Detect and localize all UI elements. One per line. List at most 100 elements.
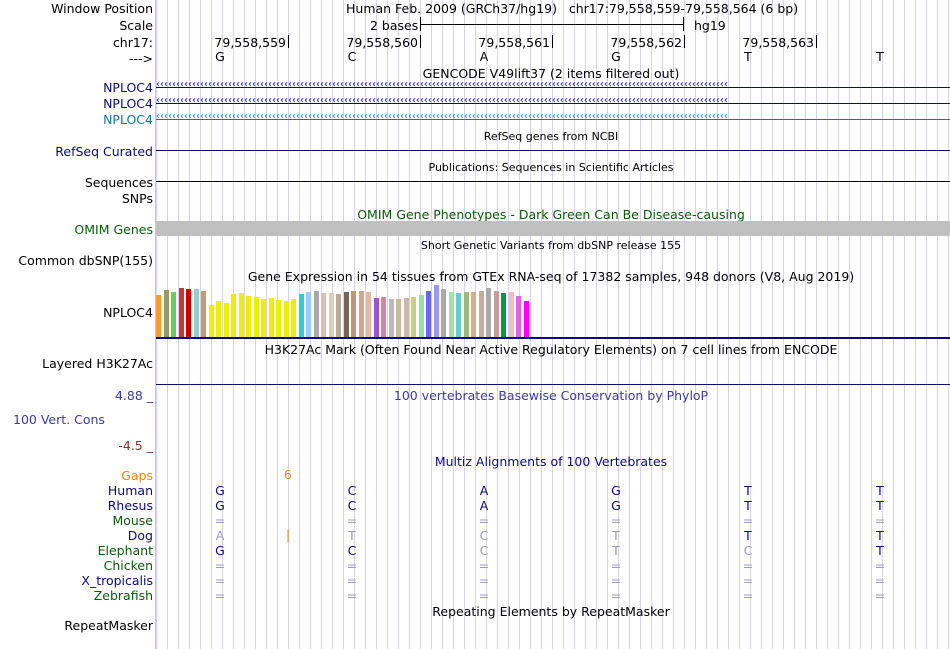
gtex-bar[interactable]: [246, 296, 251, 337]
gtex-bar[interactable]: [253, 297, 259, 337]
gtex-bar[interactable]: [358, 291, 364, 337]
gtex-bar[interactable]: [411, 297, 416, 337]
gtex-bar[interactable]: [426, 291, 431, 337]
gtex-bar[interactable]: [216, 301, 221, 337]
gtex-bar[interactable]: [171, 292, 176, 337]
species-label[interactable]: Mouse: [112, 513, 153, 528]
alignment-base: =: [214, 558, 226, 573]
dbsnp-track-title[interactable]: Short Genetic Variants from dbSNP releas…: [420, 239, 682, 252]
gtex-bar-chart[interactable]: [156, 284, 536, 337]
gtex-bar[interactable]: [418, 295, 424, 337]
gtex-bar[interactable]: [193, 289, 199, 337]
sequences-label[interactable]: Sequences: [84, 175, 153, 190]
snps-label[interactable]: SNPs: [121, 191, 153, 206]
species-label[interactable]: Dog: [127, 528, 153, 543]
gtex-label[interactable]: NPLOC4: [103, 305, 153, 320]
multiz-track-title[interactable]: Multiz Alignments of 100 Vertebrates: [434, 454, 668, 469]
gtex-bar[interactable]: [261, 299, 266, 337]
gaps-value[interactable]: 6: [284, 468, 292, 482]
omim-label[interactable]: OMIM Genes: [74, 222, 153, 237]
gtex-bar[interactable]: [471, 292, 476, 337]
gtex-bar[interactable]: [403, 298, 409, 337]
gencode-track-title[interactable]: GENCODE V49lift37 (2 items filtered out): [422, 66, 680, 81]
refseq-label[interactable]: RefSeq Curated: [55, 144, 153, 159]
gtex-bar[interactable]: [523, 301, 529, 337]
gtex-bar[interactable]: [313, 291, 319, 337]
gtex-bar[interactable]: [441, 289, 446, 337]
gtex-track-title[interactable]: Gene Expression in 54 tissues from GTEx …: [247, 269, 855, 284]
gtex-bar[interactable]: [388, 299, 394, 337]
gtex-bar[interactable]: [328, 293, 334, 337]
phylop-track-title[interactable]: 100 vertebrates Basewise Conservation by…: [393, 388, 709, 403]
grid-line: [728, 0, 729, 649]
gtex-bar[interactable]: [208, 305, 214, 337]
gtex-bar[interactable]: [298, 294, 304, 337]
gencode-transcript[interactable]: ‹‹‹‹‹‹‹‹‹‹‹‹‹‹‹‹‹‹‹‹‹‹‹‹‹‹‹‹‹‹‹‹‹‹‹‹‹‹‹‹…: [156, 79, 950, 91]
h3k27ac-track-title[interactable]: H3K27Ac Mark (Often Found Near Active Re…: [264, 342, 838, 357]
gtex-bar[interactable]: [268, 298, 274, 337]
gtex-bar[interactable]: [501, 293, 506, 337]
gtex-bar[interactable]: [283, 301, 289, 337]
alignment-base: C: [743, 543, 753, 558]
gtex-bar[interactable]: [306, 292, 311, 337]
gtex-bar[interactable]: [156, 295, 161, 337]
h3k27ac-label[interactable]: Layered H3K27Ac: [42, 356, 153, 371]
species-label[interactable]: Rhesus: [107, 498, 153, 513]
gtex-bar[interactable]: [163, 290, 169, 337]
alignment-base: T: [876, 483, 884, 498]
gtex-bar[interactable]: [433, 285, 439, 337]
publications-track-title[interactable]: Publications: Sequences in Scientific Ar…: [428, 161, 674, 174]
gencode-item-label[interactable]: NPLOC4: [103, 96, 153, 111]
window-position-text: Human Feb. 2009 (GRCh37/hg19) chr17:79,5…: [346, 1, 799, 16]
gtex-bar[interactable]: [201, 291, 206, 337]
phylop-label[interactable]: 100 Vert. Cons: [13, 412, 105, 427]
gtex-bar[interactable]: [276, 300, 281, 337]
omim-track-title[interactable]: OMIM Gene Phenotypes - Dark Green Can Be…: [357, 207, 745, 222]
gencode-transcript[interactable]: ‹‹‹‹‹‹‹‹‹‹‹‹‹‹‹‹‹‹‹‹‹‹‹‹‹‹‹‹‹‹‹‹‹‹‹‹‹‹‹‹…: [156, 95, 950, 107]
gtex-bar[interactable]: [223, 303, 229, 337]
gtex-bar[interactable]: [463, 292, 469, 337]
gtex-bar[interactable]: [448, 292, 454, 337]
gtex-bar[interactable]: [291, 299, 296, 337]
alignment-base: =: [478, 588, 490, 603]
gtex-bar[interactable]: [231, 294, 236, 337]
gencode-item-label[interactable]: NPLOC4: [103, 80, 153, 95]
sequences-line[interactable]: [156, 181, 950, 182]
species-label[interactable]: Human: [107, 483, 153, 498]
gtex-bar[interactable]: [343, 292, 349, 337]
gtex-bar[interactable]: [321, 293, 326, 337]
gtex-bar[interactable]: [186, 289, 191, 337]
dbsnp-label[interactable]: Common dbSNP(155): [18, 253, 153, 268]
omim-gene-block[interactable]: [156, 221, 950, 236]
refseq-track-title[interactable]: RefSeq genes from NCBI: [483, 130, 619, 143]
grid-line: [222, 0, 223, 649]
species-label[interactable]: Elephant: [97, 543, 153, 558]
refseq-transcript-line[interactable]: [156, 150, 950, 151]
gtex-bar[interactable]: [238, 293, 244, 337]
gtex-bar[interactable]: [396, 299, 401, 337]
gtex-bar[interactable]: [456, 293, 461, 337]
alignment-base: T: [744, 483, 752, 498]
repeatmasker-track-title[interactable]: Repeating Elements by RepeatMasker: [432, 604, 670, 619]
alignment-base: C: [479, 528, 489, 543]
species-label[interactable]: Zebrafish: [93, 588, 153, 603]
gtex-bar[interactable]: [178, 288, 184, 337]
species-label[interactable]: Chicken: [103, 558, 153, 573]
gtex-bar[interactable]: [351, 291, 356, 337]
repeatmasker-label[interactable]: RepeatMasker: [64, 618, 153, 633]
gencode-transcript[interactable]: ‹‹‹‹‹‹‹‹‹‹‹‹‹‹‹‹‹‹‹‹‹‹‹‹‹‹‹‹‹‹‹‹‹‹‹‹‹‹‹‹…: [156, 111, 950, 123]
gtex-bar[interactable]: [336, 294, 341, 337]
gtex-bar[interactable]: [478, 291, 484, 337]
gtex-bar[interactable]: [493, 291, 499, 337]
gtex-bar[interactable]: [508, 292, 514, 337]
gtex-bar[interactable]: [373, 298, 379, 337]
gencode-item-label[interactable]: NPLOC4: [103, 112, 153, 127]
gtex-bar[interactable]: [381, 297, 386, 337]
gtex-bar[interactable]: [486, 288, 491, 337]
h3k27ac-baseline: [156, 384, 950, 385]
gaps-label[interactable]: Gaps: [121, 468, 153, 483]
species-label[interactable]: X_tropicalis: [81, 573, 153, 588]
gtex-bar[interactable]: [516, 296, 521, 337]
grid-line: [563, 0, 564, 649]
gtex-bar[interactable]: [366, 292, 371, 337]
